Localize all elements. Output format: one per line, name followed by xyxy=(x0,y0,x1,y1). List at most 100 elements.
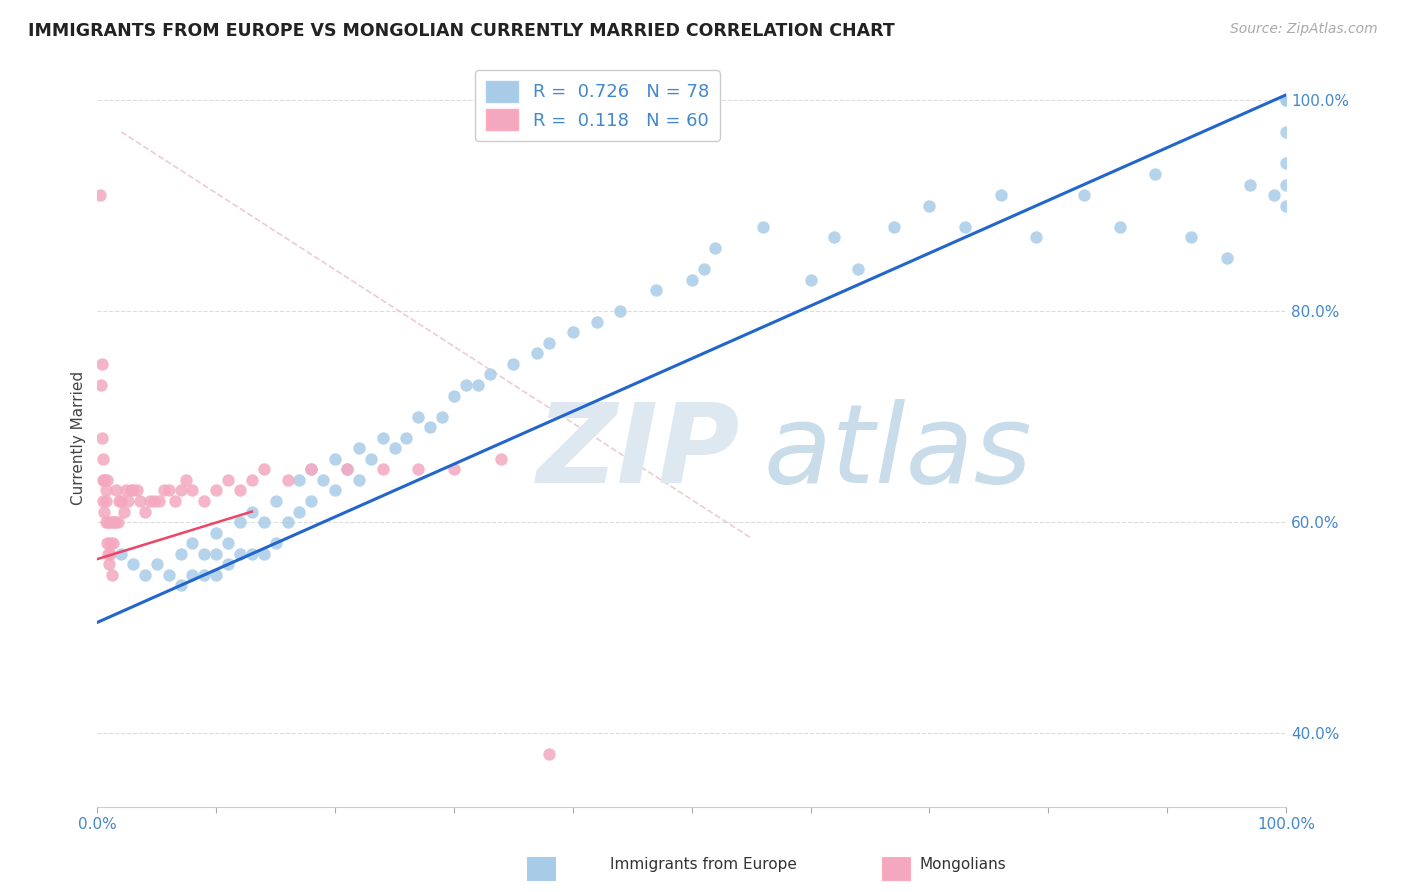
Point xyxy=(312,473,335,487)
Point xyxy=(97,515,120,529)
Point xyxy=(526,346,548,360)
Point xyxy=(240,547,263,561)
Point xyxy=(229,483,252,498)
Point xyxy=(193,547,215,561)
Point xyxy=(122,483,145,498)
Point xyxy=(100,547,122,561)
Point xyxy=(395,431,418,445)
Point xyxy=(371,462,394,476)
Point xyxy=(253,547,276,561)
Point xyxy=(1275,93,1298,107)
Point xyxy=(110,547,132,561)
Point xyxy=(323,451,346,466)
Point xyxy=(918,199,941,213)
Point xyxy=(157,568,180,582)
Point xyxy=(91,357,114,371)
Point xyxy=(1275,93,1298,107)
Point xyxy=(299,494,322,508)
Point xyxy=(406,462,429,476)
Text: Source: ZipAtlas.com: Source: ZipAtlas.com xyxy=(1230,22,1378,37)
Point xyxy=(1275,156,1298,170)
Point xyxy=(93,473,115,487)
Point xyxy=(146,558,169,572)
Point xyxy=(277,515,299,529)
Point xyxy=(96,473,118,487)
Point xyxy=(134,505,156,519)
Point xyxy=(1275,178,1298,192)
Point xyxy=(537,335,560,350)
Point xyxy=(264,494,287,508)
Point xyxy=(193,494,215,508)
Text: Immigrants from Europe: Immigrants from Europe xyxy=(610,857,796,872)
Point xyxy=(91,473,114,487)
Point xyxy=(846,262,869,277)
Point xyxy=(1144,167,1167,181)
Point xyxy=(104,515,127,529)
Point xyxy=(419,420,441,434)
Point xyxy=(561,325,583,339)
Point xyxy=(117,494,139,508)
Point xyxy=(163,494,186,508)
Point xyxy=(347,473,370,487)
Point xyxy=(205,547,228,561)
Point xyxy=(288,505,311,519)
Point xyxy=(94,515,117,529)
Point xyxy=(110,494,132,508)
Point xyxy=(371,431,394,445)
Text: Mongolians: Mongolians xyxy=(920,857,1007,872)
Point xyxy=(94,494,117,508)
Point xyxy=(264,536,287,550)
Point xyxy=(97,547,120,561)
Point xyxy=(176,473,198,487)
Point xyxy=(1275,199,1298,213)
Point xyxy=(240,473,263,487)
Legend: R =  0.726   N = 78, R =  0.118   N = 60: R = 0.726 N = 78, R = 0.118 N = 60 xyxy=(475,70,720,141)
Point xyxy=(143,494,166,508)
Point xyxy=(153,483,176,498)
Point xyxy=(100,568,122,582)
Point xyxy=(181,536,204,550)
Point xyxy=(692,262,714,277)
Point xyxy=(454,378,477,392)
Point xyxy=(336,462,359,476)
Point xyxy=(91,431,114,445)
Point xyxy=(181,483,204,498)
Point xyxy=(122,558,145,572)
Point xyxy=(1180,230,1202,244)
Point xyxy=(443,462,465,476)
Point xyxy=(443,388,465,402)
Point xyxy=(148,494,170,508)
Point xyxy=(229,515,252,529)
Point xyxy=(138,494,160,508)
Point xyxy=(193,568,215,582)
Point xyxy=(112,505,135,519)
Point xyxy=(205,568,228,582)
Point xyxy=(134,568,156,582)
Point xyxy=(990,188,1012,202)
Point xyxy=(537,747,560,762)
Point xyxy=(585,315,607,329)
Point xyxy=(681,272,703,286)
Point xyxy=(360,451,382,466)
Point xyxy=(752,219,775,234)
Point xyxy=(107,494,129,508)
Point xyxy=(799,272,821,286)
Point xyxy=(169,578,191,592)
Point xyxy=(129,494,152,508)
Point xyxy=(430,409,453,424)
Point xyxy=(91,494,114,508)
Point xyxy=(467,378,489,392)
Point xyxy=(609,304,631,318)
Text: ZIP: ZIP xyxy=(537,399,741,506)
Point xyxy=(181,568,204,582)
Point xyxy=(125,483,148,498)
Point xyxy=(883,219,905,234)
Point xyxy=(478,368,501,382)
Point xyxy=(1025,230,1047,244)
Point xyxy=(120,483,142,498)
Point xyxy=(98,515,121,529)
Point xyxy=(277,473,299,487)
Point xyxy=(93,505,115,519)
Point xyxy=(157,483,180,498)
Point xyxy=(491,451,513,466)
